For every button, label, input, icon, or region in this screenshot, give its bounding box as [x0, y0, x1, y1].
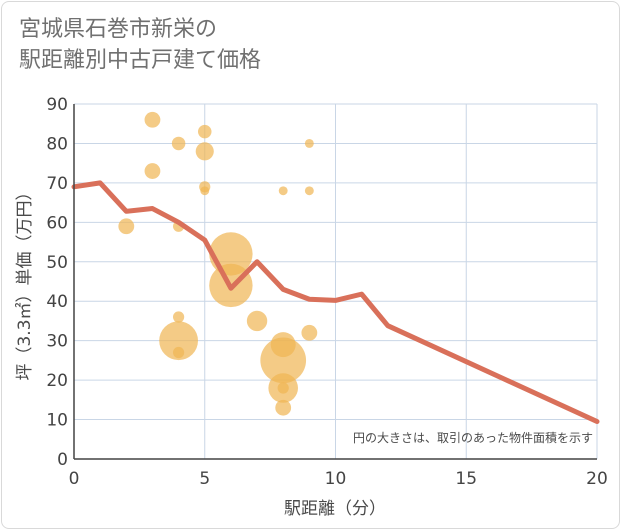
y-tick-label: 40: [46, 292, 68, 312]
x-axis-label: 駅距離（分）: [284, 499, 386, 519]
title-line-2: 駅距離別中古戸建て価格: [19, 48, 262, 73]
axes: [73, 104, 597, 460]
size-annotation: 円の大きさは、取引のあった物件面積を示す: [353, 430, 593, 445]
data-bubble: [304, 138, 314, 148]
data-bubble: [171, 136, 186, 151]
chart-title: 宮城県石巻市新栄の 駅距離別中古戸建て価格: [19, 14, 261, 76]
y-tick-label: 20: [46, 371, 68, 391]
x-tick-label: 10: [325, 469, 347, 489]
title-line-1: 宮城県石巻市新栄の: [19, 17, 218, 42]
data-bubble: [278, 186, 288, 196]
y-axis-label: 坪（3.3㎡）単価（万円）: [15, 183, 35, 380]
x-tick-label: 15: [455, 469, 477, 489]
y-tick-label: 60: [46, 213, 68, 233]
data-bubble: [277, 382, 289, 394]
data-bubble: [144, 111, 161, 128]
y-tick-label: 70: [46, 174, 68, 194]
trend-line-layer: [71, 180, 600, 425]
x-tick-label: 0: [69, 469, 80, 489]
data-bubble: [118, 218, 135, 235]
y-tick-label: 50: [46, 253, 68, 273]
y-tick-label: 80: [46, 134, 68, 154]
data-bubble: [304, 186, 314, 196]
data-bubble: [159, 321, 199, 361]
grid-lines: [74, 103, 598, 459]
data-bubble: [173, 346, 185, 359]
data-bubble: [275, 399, 292, 416]
data-bubble: [144, 163, 161, 179]
data-bubble: [198, 124, 212, 139]
x-tick-label: 5: [199, 469, 210, 489]
data-bubble: [246, 310, 268, 332]
data-bubble: [200, 186, 210, 196]
tick-labels: 0 10 20 30 40 50 60 70 80 90 0 5 10 15 20: [46, 95, 607, 489]
data-bubble: [173, 311, 185, 323]
data-bubble: [260, 337, 307, 384]
y-tick-label: 30: [46, 332, 68, 352]
x-tick-label: 20: [586, 469, 608, 489]
y-tick-label: 0: [57, 450, 68, 470]
y-tick-label: 10: [46, 411, 68, 431]
data-bubble: [195, 142, 214, 161]
data-bubble: [301, 324, 318, 341]
trend-line: [71, 180, 600, 425]
y-tick-label: 90: [46, 95, 68, 115]
